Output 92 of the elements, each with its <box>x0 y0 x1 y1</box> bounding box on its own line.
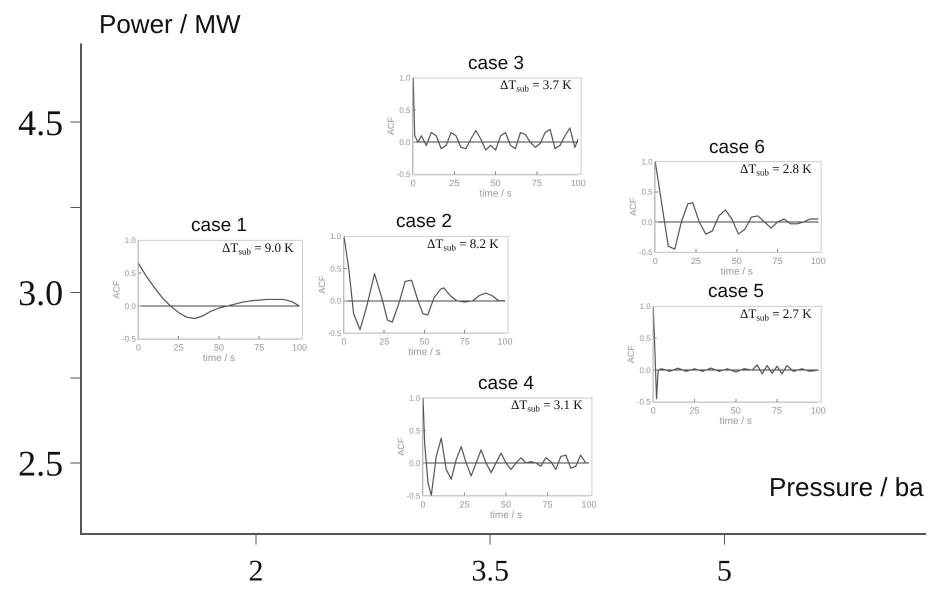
y-tick-label: 1.0 <box>642 157 654 166</box>
x-tick-label: 50 <box>490 178 501 188</box>
y-axis-title: ACF <box>626 344 636 364</box>
y-tick-label: 0.5 <box>640 334 652 343</box>
y-tick-label: 1.0 <box>640 302 652 312</box>
x-tick-label: 25 <box>690 406 700 416</box>
category-label: 5 <box>716 554 732 588</box>
x-tick-label: 75 <box>542 499 553 510</box>
y-tick-label: 0.0 <box>640 366 652 375</box>
text: Power / MW <box>99 9 242 39</box>
y-tick-label: 0.5 <box>124 269 136 278</box>
x-tick-label: 0 <box>652 256 658 266</box>
text: Pressure / ba <box>769 472 924 502</box>
y-tick-label: 0.5 <box>642 188 654 197</box>
x-tick-label: 75 <box>460 336 470 347</box>
chart-title: case 4 <box>478 373 534 394</box>
x-tick-label: 100 <box>582 499 597 510</box>
x-tick-label: 0 <box>410 178 416 188</box>
y-tick-label: 1.0 <box>330 232 342 242</box>
x-axis-title: time / s <box>720 416 752 428</box>
y-tick-label: 0.0 <box>124 302 136 311</box>
x-tick-label: 50 <box>214 342 224 353</box>
y-tick-label: -0.5 <box>638 248 654 257</box>
x-tick-label: 75 <box>254 342 264 353</box>
x-tick-label: 25 <box>449 178 460 188</box>
x-tick-label: 50 <box>732 256 742 266</box>
line-series <box>655 162 818 250</box>
x-axis-title: time / s <box>202 353 236 364</box>
x-tick-label: 100 <box>498 336 513 347</box>
y-tick-label: 0.5 <box>409 426 421 436</box>
x-tick-label: 50 <box>730 406 741 416</box>
y-axis-title: ACF <box>628 197 638 216</box>
x-tick-label: 0 <box>136 342 141 353</box>
x-tick-label: 25 <box>459 499 470 510</box>
x-axis-title: time / s <box>480 188 512 200</box>
x-tick-label: 100 <box>810 256 826 266</box>
x-tick-label: 100 <box>570 178 586 188</box>
y-tick-label: 1.0 <box>399 74 412 83</box>
annotation: ΔT$_{sub}$ = 9.0 K <box>222 240 294 257</box>
annotation: ΔT$_{sub}$ = 2.7 K <box>740 306 812 323</box>
x-axis-title: time / s <box>408 347 441 358</box>
x-tick-label: 25 <box>379 336 390 347</box>
y-tick-label: 0.5 <box>330 264 342 274</box>
x-tick-label: 0 <box>341 336 346 347</box>
category-label: 4.5 <box>18 102 64 143</box>
category-label: 2 <box>248 554 264 588</box>
x-axis-title: time / s <box>720 266 753 278</box>
y-axis-title: ACF <box>386 116 396 136</box>
annotation: ΔT$_{sub}$ = 3.1 K <box>511 397 584 414</box>
x-axis-title: time / s <box>490 510 522 521</box>
y-tick-label: 1.0 <box>409 394 421 403</box>
y-axis-title: ACF <box>396 437 406 456</box>
x-tick-label: 100 <box>810 406 826 416</box>
y-tick-label: 0.0 <box>330 296 342 306</box>
x-tick-label: 75 <box>772 256 783 266</box>
y-tick-label: 0.0 <box>642 218 654 227</box>
chart-title: case 6 <box>709 137 765 158</box>
y-tick-label: -0.5 <box>328 328 342 338</box>
chart-title: case 2 <box>396 211 452 232</box>
y-tick-label: -0.5 <box>396 170 412 180</box>
x-tick-label: 25 <box>690 256 701 266</box>
x-tick-label: 75 <box>532 178 542 188</box>
x-tick-label: 0 <box>420 499 426 510</box>
y-axis-title: ACF <box>316 275 327 294</box>
x-tick-label: 100 <box>292 342 307 353</box>
x-tick-label: 75 <box>772 406 782 416</box>
x-tick-label: 50 <box>419 336 430 347</box>
line-series <box>413 78 578 151</box>
y-tick-label: 1.0 <box>124 236 136 246</box>
category-label: 2.5 <box>18 444 64 484</box>
line-series <box>138 262 300 320</box>
chart-title: case 5 <box>708 281 764 302</box>
y-tick-label: 0.0 <box>399 138 412 148</box>
x-tick-label: 25 <box>174 342 184 353</box>
annotation: ΔT$_{sub}$ = 8.2 K <box>427 236 500 253</box>
y-tick-label: -0.5 <box>406 491 421 500</box>
x-tick-label: 0 <box>650 406 656 416</box>
category-label: 3.5 <box>471 554 509 588</box>
y-tick-label: 0.5 <box>399 106 412 115</box>
line-series <box>422 398 590 496</box>
chart-title: case 3 <box>468 53 524 74</box>
line-series <box>653 306 818 400</box>
y-tick-label: 0.0 <box>409 458 421 468</box>
category-label: 3.0 <box>18 273 64 314</box>
y-tick-label: -0.5 <box>636 398 652 407</box>
y-tick-label: -0.5 <box>122 334 136 344</box>
line-series <box>344 236 506 330</box>
chart-title: case 1 <box>191 215 247 236</box>
x-tick-label: 50 <box>500 499 512 510</box>
y-axis-title: ACF <box>111 280 122 299</box>
annotation: ΔT$_{sub}$ = 2.8 K <box>740 161 812 178</box>
annotation: ΔT$_{sub}$ = 3.7 K <box>500 77 572 94</box>
